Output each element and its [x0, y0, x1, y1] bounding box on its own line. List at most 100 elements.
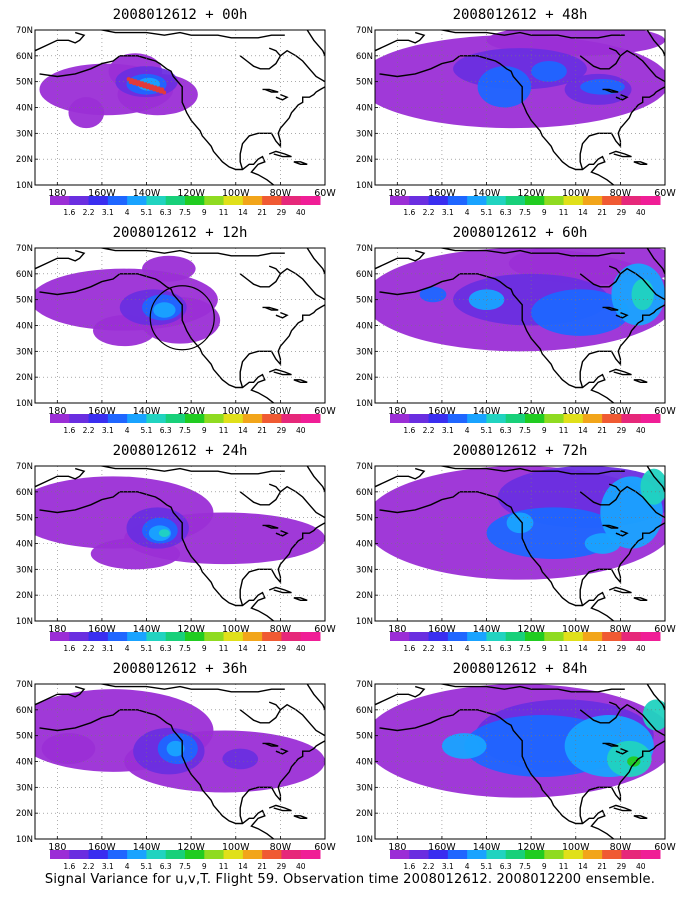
coastline [101, 684, 285, 693]
coastline [101, 248, 285, 257]
lat-label: 30N [356, 347, 373, 357]
coastline [239, 47, 282, 70]
coastline [646, 248, 665, 275]
panel-title: 2008012612 + 72h [452, 443, 588, 459]
variance-contour [441, 733, 487, 759]
panel-title: 2008012612 + 60h [452, 225, 588, 241]
coastline [646, 30, 665, 57]
colorbar-swatch [447, 850, 468, 859]
coastline [646, 684, 665, 711]
coastline [579, 86, 665, 170]
colorbar-label: 3.1 [442, 862, 454, 871]
observation-point [162, 90, 167, 95]
colorbar-label: 40 [636, 426, 646, 435]
lat-label: 50N [356, 732, 373, 742]
coastline [35, 31, 86, 52]
colorbar-label: 4 [465, 426, 470, 435]
colorbar-swatch [262, 196, 282, 205]
colorbar-label: 4 [125, 208, 130, 217]
lat-label: 10N [356, 617, 373, 627]
colorbar-label: 40 [296, 208, 306, 217]
lat-label: 60N [16, 52, 33, 62]
coastline [35, 467, 86, 488]
colorbar-label: 6.3 [160, 644, 172, 653]
coastline [239, 304, 325, 388]
variance-contour [506, 512, 534, 534]
lon-label: 160W [428, 624, 456, 632]
colorbar-label: 5.1 [480, 208, 492, 217]
colorbar-label: 21 [257, 426, 267, 435]
lat-label: 40N [16, 540, 33, 550]
colorbar-label: 1.6 [403, 208, 415, 217]
lon-label: 140W [133, 842, 161, 850]
coastline [619, 703, 665, 737]
lon-label: 60W [314, 842, 336, 850]
colorbar-swatch [242, 632, 263, 641]
lat-label: 50N [356, 78, 373, 88]
colorbar-swatch [390, 196, 410, 205]
colorbar-swatch [262, 850, 282, 859]
map-panel-12h: 2008012612 + 12h 70N 60N 50N 40N 30N 20N 10N 18… [10, 218, 350, 435]
colorbar-label: 9 [202, 644, 207, 653]
colorbar-label: 1.6 [403, 644, 415, 653]
lon-label: 140W [473, 406, 501, 414]
variance-contour [531, 61, 567, 82]
lat-label: 70N [16, 26, 33, 36]
lon-label: 80W [610, 624, 632, 632]
colorbar: 1.6 2.2 3.1 4 5.1 6.3 7.5 9 11 14 21 29 40 [50, 632, 321, 653]
coastline [275, 747, 289, 755]
lat-label: 40N [356, 758, 373, 768]
shading-layer [35, 466, 325, 621]
coastline [441, 684, 625, 693]
variance-contour [631, 279, 654, 310]
variance-contour [640, 468, 665, 505]
colorbar-swatch [525, 850, 545, 859]
colorbar-swatch [165, 850, 186, 859]
observation-point [143, 82, 148, 87]
coastline [579, 740, 665, 824]
colorbar-label: 11 [219, 426, 229, 435]
lon-label: 120W [177, 842, 205, 850]
colorbar-swatch [127, 196, 147, 205]
colorbar-label: 7.5 [519, 426, 531, 435]
colorbar-swatch [300, 850, 321, 859]
map-60h: 70N 60N 50N 40N 30N 20N 10N 180 160W 140W 120W 100W… [356, 244, 677, 414]
colorbar-label: 1.6 [63, 208, 75, 217]
lat-label: 70N [16, 244, 33, 254]
colorbar-label: 9 [542, 862, 547, 871]
colorbar-swatch [185, 850, 205, 859]
colorbar-swatch [223, 632, 244, 641]
colorbar-label: 7.5 [179, 862, 191, 871]
colorbar-swatch [300, 196, 321, 205]
lon-label: 60W [314, 406, 336, 414]
colorbar-label: 6.3 [160, 862, 172, 871]
lon-label: 100W [222, 406, 250, 414]
colorbar-swatch [165, 196, 186, 205]
colorbar-label: 11 [559, 862, 569, 871]
colorbar-label: 7.5 [519, 862, 531, 871]
coastline [268, 368, 292, 376]
colorbar-swatch [563, 196, 584, 205]
coastline [239, 701, 282, 724]
colorbar-swatch [428, 632, 449, 641]
coastline [306, 684, 325, 711]
lon-label: 160W [428, 406, 456, 414]
lon-label: 120W [517, 624, 545, 632]
observation-point [160, 87, 165, 92]
colorbar-swatch [525, 414, 545, 423]
lon-label: 160W [88, 188, 116, 196]
lat-label: 40N [356, 104, 373, 114]
shading-layer [375, 684, 665, 839]
coastline [279, 267, 325, 301]
lon-label: 120W [517, 842, 545, 850]
map-12h: 70N 60N 50N 40N 30N 20N 10N 180 160W 140W 120W 100W… [16, 244, 337, 414]
map-panel-72h: 2008012612 + 72h 70N 60N 50N 40N 30N 20N 10N 18… [350, 436, 690, 653]
panel-title: 2008012612 + 12h [112, 225, 248, 241]
colorbar-label: 2.2 [83, 426, 95, 435]
colorbar-label: 40 [296, 862, 306, 871]
lon-label: 100W [222, 188, 250, 196]
colorbar-swatch [563, 632, 584, 641]
lon-label: 140W [133, 188, 161, 196]
lat-label: 10N [16, 617, 33, 627]
colorbar-swatch [185, 632, 205, 641]
